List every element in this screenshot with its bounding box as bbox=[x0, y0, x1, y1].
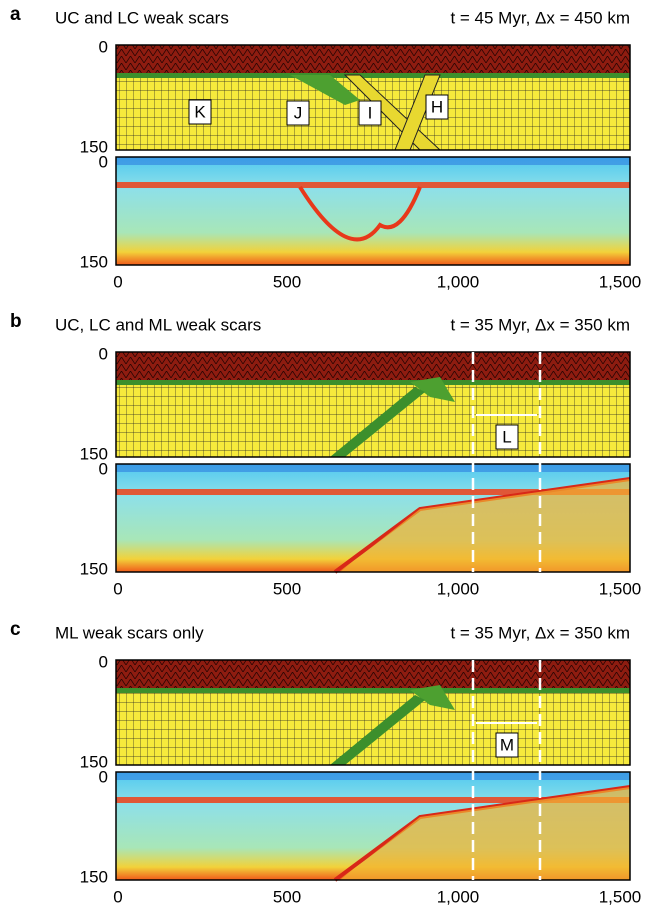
frame bbox=[115, 44, 631, 151]
x-tick-label: 0 bbox=[113, 887, 122, 906]
green-wedge bbox=[410, 377, 455, 402]
y-tick-label: 150 bbox=[80, 252, 108, 271]
crust-pattern bbox=[116, 352, 630, 382]
label-box bbox=[495, 424, 519, 450]
panel-time: t = 35 Myr, Δx = 350 km bbox=[450, 623, 630, 642]
panel-time: t = 45 Myr, Δx = 450 km bbox=[450, 8, 630, 27]
frame bbox=[115, 156, 631, 266]
y-tick-label: 150 bbox=[80, 137, 108, 156]
region-label: J bbox=[294, 103, 303, 122]
green-wedge bbox=[290, 75, 360, 105]
hot-region bbox=[340, 479, 630, 572]
y-tick-label: 0 bbox=[99, 767, 108, 786]
composition-grid bbox=[116, 382, 630, 457]
x-tick-label: 1,500 bbox=[599, 887, 642, 906]
panel-letter: a bbox=[10, 4, 21, 25]
label-box bbox=[188, 99, 212, 125]
y-tick-label: 0 bbox=[99, 152, 108, 171]
composition-grid bbox=[116, 690, 630, 765]
label-box bbox=[286, 100, 310, 126]
thermal-top bbox=[116, 772, 630, 780]
plume-streak bbox=[298, 185, 422, 242]
panel-time: t = 35 Myr, Δx = 350 km bbox=[450, 315, 630, 334]
lithosphere-strip bbox=[116, 182, 630, 188]
y-tick-label: 150 bbox=[80, 444, 108, 463]
lithosphere-strip bbox=[116, 797, 630, 803]
slab bbox=[330, 387, 425, 457]
hot-region bbox=[340, 787, 630, 880]
thermal-top bbox=[116, 464, 630, 472]
thermal-bg bbox=[116, 157, 630, 265]
x-tick-label: 1,000 bbox=[437, 579, 480, 598]
y-tick-label: 0 bbox=[99, 37, 108, 56]
label-box bbox=[425, 94, 449, 120]
panel-title: UC and LC weak scars bbox=[55, 8, 229, 27]
y-tick-label: 150 bbox=[80, 867, 108, 886]
region-label: H bbox=[431, 97, 443, 116]
x-tick-label: 1,000 bbox=[437, 887, 480, 906]
green-layer bbox=[116, 380, 630, 385]
x-tick-label: 500 bbox=[273, 272, 301, 291]
green-layer bbox=[116, 688, 630, 693]
x-tick-label: 0 bbox=[113, 272, 122, 291]
y-tick-label: 150 bbox=[80, 752, 108, 771]
x-tick-label: 500 bbox=[273, 887, 301, 906]
x-tick-label: 1,500 bbox=[599, 579, 642, 598]
y-tick-label: 0 bbox=[99, 652, 108, 671]
y-tick-label: 150 bbox=[80, 559, 108, 578]
panel-letter: b bbox=[10, 311, 22, 332]
green-wedge bbox=[410, 685, 455, 710]
region-label: K bbox=[194, 102, 206, 121]
x-tick-label: 0 bbox=[113, 579, 122, 598]
green-layer bbox=[116, 73, 630, 78]
x-tick-label: 1,000 bbox=[437, 272, 480, 291]
frame bbox=[115, 659, 631, 766]
frame bbox=[115, 463, 631, 573]
x-tick-label: 1,500 bbox=[599, 272, 642, 291]
panel-title: ML weak scars only bbox=[55, 623, 204, 642]
y-tick-label: 0 bbox=[99, 344, 108, 363]
x-tick-label: 500 bbox=[273, 579, 301, 598]
lithosphere-strip bbox=[116, 489, 630, 495]
frame bbox=[115, 351, 631, 458]
thermal-top bbox=[116, 157, 630, 165]
panel-title: UC, LC and ML weak scars bbox=[55, 315, 261, 334]
panel-letter: c bbox=[10, 619, 21, 640]
region-label: M bbox=[500, 735, 514, 754]
y-tick-label: 0 bbox=[99, 459, 108, 478]
crust-pattern bbox=[116, 660, 630, 690]
label-box bbox=[495, 732, 519, 758]
region-label: I bbox=[368, 103, 373, 122]
slab bbox=[330, 695, 425, 765]
label-box bbox=[358, 100, 382, 126]
frame bbox=[115, 771, 631, 881]
crust-pattern bbox=[116, 45, 630, 75]
region-label: L bbox=[502, 427, 511, 446]
